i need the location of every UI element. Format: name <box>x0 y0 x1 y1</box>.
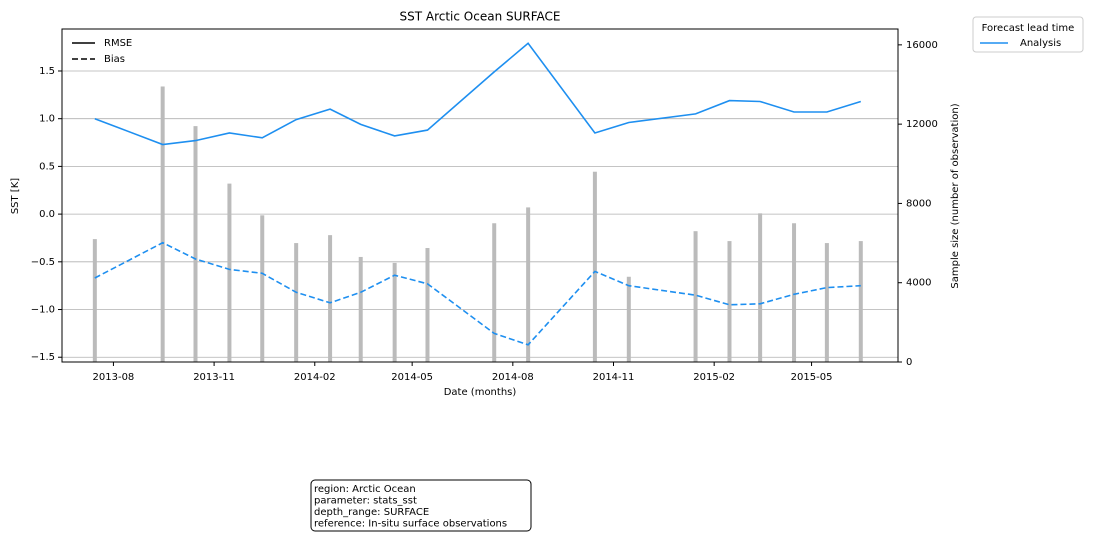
sample-bar <box>858 241 863 362</box>
bias-line <box>94 241 861 346</box>
legend-label: Analysis <box>1020 38 1061 49</box>
sample-bar <box>425 248 430 362</box>
x-axis-label: Date (months) <box>444 387 517 398</box>
annotation-line: reference: In-situ surface observations <box>314 519 507 530</box>
sample-bar <box>260 215 265 362</box>
x-tick-label: 2013-08 <box>93 372 135 383</box>
x-tick-label: 2014-11 <box>593 372 635 383</box>
y2-tick-label: 4000 <box>906 278 931 289</box>
plot-frame <box>61 28 899 363</box>
chart-title: SST Arctic Ocean SURFACE <box>399 10 560 24</box>
sample-bar <box>727 241 732 362</box>
y2-tick-label: 16000 <box>906 40 938 51</box>
legend-title: Forecast lead time <box>982 23 1075 34</box>
annotation-line: parameter: stats_sst <box>314 496 417 507</box>
sample-bar <box>160 86 165 362</box>
y2-tick-label: 0 <box>906 357 912 368</box>
sample-bar <box>294 243 299 362</box>
sample-bar <box>592 171 597 362</box>
sample-bar <box>626 276 631 362</box>
y2-axis-label: Sample size (number of observation) <box>950 103 961 288</box>
sample-bar <box>328 235 333 362</box>
y2-tick-label: 12000 <box>906 119 938 130</box>
y-tick-label: 0.0 <box>39 209 55 220</box>
y-tick-label: 1.0 <box>39 114 55 125</box>
y-tick-label: −0.5 <box>31 257 55 268</box>
y-tick-label: −1.0 <box>31 305 55 316</box>
sample-bar <box>193 126 198 362</box>
y2-tick-label: 8000 <box>906 198 931 209</box>
annotation-box <box>310 479 532 532</box>
rmse-line <box>94 42 862 146</box>
x-tick-label: 2013-11 <box>193 372 235 383</box>
sample-bar <box>792 223 797 362</box>
sample-bar <box>492 223 497 362</box>
y-tick-label: −1.5 <box>31 352 55 363</box>
x-tick-label: 2014-08 <box>492 372 534 383</box>
legend-label: RMSE <box>104 38 132 49</box>
sample-bar <box>358 256 363 362</box>
annotation-line: depth_range: SURFACE <box>314 507 429 518</box>
legend-label: Bias <box>104 54 125 65</box>
x-tick-label: 2015-05 <box>791 372 833 383</box>
sample-bar <box>92 239 97 362</box>
sample-bar <box>526 207 531 362</box>
x-tick-label: 2014-05 <box>391 372 433 383</box>
x-tick-label: 2015-02 <box>693 372 735 383</box>
sample-bar <box>693 231 698 362</box>
y-tick-label: 1.5 <box>39 66 55 77</box>
y-axis-label: SST [K] <box>10 178 21 214</box>
sample-bar <box>227 183 232 362</box>
sample-bar <box>392 262 397 362</box>
sample-bar <box>824 243 829 362</box>
sample-bar <box>758 213 763 362</box>
y-tick-label: 0.5 <box>39 161 55 172</box>
annotation-line: region: Arctic Ocean <box>314 484 416 495</box>
x-tick-label: 2014-02 <box>294 372 336 383</box>
